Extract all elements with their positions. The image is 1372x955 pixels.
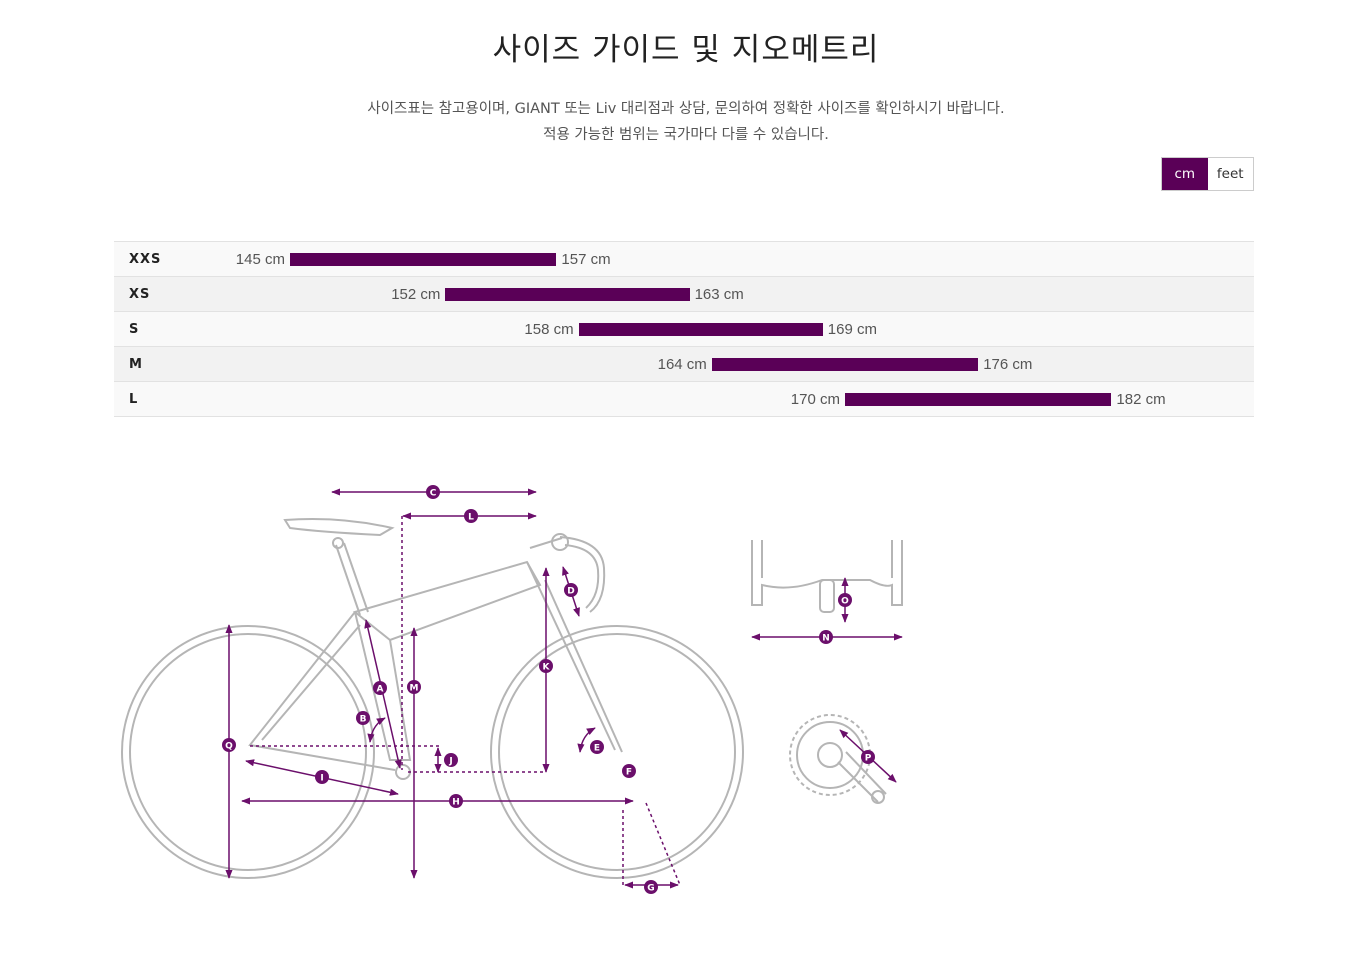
badge-d: D xyxy=(564,583,578,597)
badge-k-label: K xyxy=(543,663,551,673)
description-line-2: 적용 가능한 범위는 국가마다 다를 수 있습니다. xyxy=(543,127,829,143)
badge-n: N xyxy=(819,630,833,644)
badge-j: J xyxy=(444,753,458,767)
badge-o-label: O xyxy=(841,597,849,607)
badge-i-label: I xyxy=(320,774,323,784)
size-guide-description: 사이즈표는 참고용이며, GIANT 또는 Liv 대리점과 상담, 문의하여 … xyxy=(0,96,1372,148)
badge-l: L xyxy=(464,509,478,523)
bike-outline xyxy=(121,518,744,879)
range-min-label: 152 cm xyxy=(391,286,441,303)
description-line-1: 사이즈표는 참고용이며, GIANT 또는 Liv 대리점과 상담, 문의하여 … xyxy=(367,101,1005,117)
badge-n-label: N xyxy=(822,634,830,644)
badge-q: Q xyxy=(222,738,236,752)
range-min-label: 145 cm xyxy=(235,251,285,268)
range-max-label: 182 cm xyxy=(1116,391,1166,408)
badge-b-label: B xyxy=(360,715,367,725)
size-row-xs: XS 152 cm 163 cm xyxy=(114,277,1254,312)
badge-c-label: C xyxy=(430,489,437,499)
unit-feet-button[interactable]: feet xyxy=(1207,158,1253,190)
badge-a: A xyxy=(373,681,387,695)
size-label: M xyxy=(129,357,143,372)
badge-c: C xyxy=(426,485,440,499)
badge-q-label: Q xyxy=(225,742,233,752)
badge-a-label: A xyxy=(377,685,384,695)
handlebar-front-view xyxy=(751,540,903,613)
badge-o: O xyxy=(838,593,852,607)
unit-toggle: cm feet xyxy=(1161,157,1254,191)
range-max-label: 163 cm xyxy=(694,286,744,303)
bike-geometry-diagram: C L D K A M B Q E J F I H G O N P xyxy=(121,485,903,894)
range-bar xyxy=(845,393,1112,406)
size-label: L xyxy=(129,392,139,407)
badge-h-label: H xyxy=(452,798,460,808)
unit-cm-button[interactable]: cm xyxy=(1162,158,1208,190)
badge-e: E xyxy=(590,740,604,754)
range-min-label: 158 cm xyxy=(524,321,574,338)
size-label: XXS xyxy=(129,252,162,267)
range-max-label: 157 cm xyxy=(561,251,611,268)
badge-d-label: D xyxy=(567,587,574,597)
range-min-label: 170 cm xyxy=(790,391,840,408)
range-bar xyxy=(445,288,690,301)
range-max-label: 169 cm xyxy=(827,321,877,338)
badge-e-label: E xyxy=(594,744,600,754)
badge-f: F xyxy=(622,764,636,778)
page-title: 사이즈 가이드 및 지오메트리 xyxy=(492,32,880,68)
badge-i: I xyxy=(315,770,329,784)
badge-p-label: P xyxy=(865,754,872,764)
range-bar xyxy=(290,253,557,266)
range-max-label: 176 cm xyxy=(983,356,1033,373)
size-row-xxs: XXS 145 cm 157 cm xyxy=(114,242,1254,277)
badge-h: H xyxy=(449,794,463,808)
size-row-m: M 164 cm 176 cm xyxy=(114,347,1254,382)
range-bar xyxy=(711,358,979,371)
measurement-lines xyxy=(225,488,903,889)
badge-f-label: F xyxy=(626,768,632,778)
badge-g-label: G xyxy=(647,884,654,894)
size-label: S xyxy=(129,322,140,337)
badge-l-label: L xyxy=(468,513,474,523)
badge-m-label: M xyxy=(410,684,419,694)
size-row-s: S 158 cm 169 cm xyxy=(114,312,1254,347)
size-label: XS xyxy=(129,287,151,302)
badge-j-label: J xyxy=(448,757,452,767)
measurement-badges: C L D K A M B Q E J F I H G O N P xyxy=(222,485,875,894)
size-row-l: L 170 cm 182 cm xyxy=(114,382,1254,417)
range-bar xyxy=(578,323,823,336)
badge-p: P xyxy=(861,750,875,764)
badge-b: B xyxy=(356,711,370,725)
badge-m: M xyxy=(407,680,421,694)
size-range-table: XXS 145 cm 157 cm XS 152 cm 163 cm S 158… xyxy=(114,241,1254,417)
badge-k: K xyxy=(539,659,553,673)
range-min-label: 164 cm xyxy=(657,356,707,373)
badge-g: G xyxy=(644,880,658,894)
